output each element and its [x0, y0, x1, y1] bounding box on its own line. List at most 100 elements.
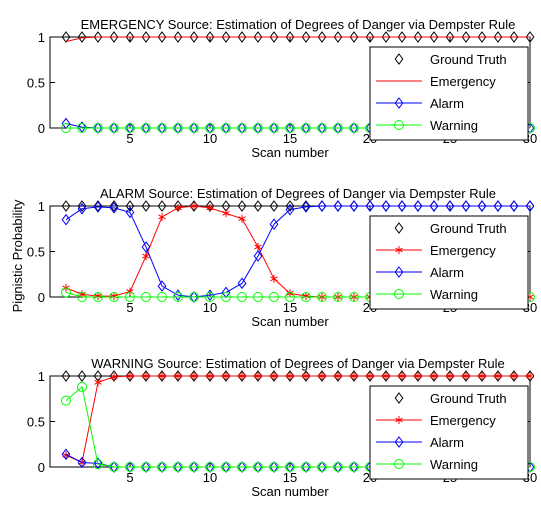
y-tick-label: 1 [38, 199, 45, 214]
x-axis-label: Scan number [251, 484, 329, 499]
legend-item-ground-truth: Ground Truth [394, 52, 507, 67]
data-point-warning [221, 123, 231, 133]
data-point-warning [141, 123, 151, 133]
data-point-ground-truth [301, 31, 311, 43]
data-point-warning [237, 292, 247, 302]
data-point-ground-truth [237, 200, 247, 212]
data-point-ground-truth [109, 200, 119, 212]
data-point-warning [189, 462, 199, 472]
data-point-ground-truth [477, 31, 487, 43]
data-point-ground-truth [109, 370, 119, 382]
data-point-ground-truth [397, 31, 407, 43]
data-point-alarm [461, 200, 471, 212]
data-point-warning [285, 292, 295, 302]
data-point-emergency [126, 372, 134, 380]
x-tick-label: 10 [203, 300, 217, 315]
data-point-emergency [142, 372, 150, 380]
data-point-ground-truth [173, 31, 183, 43]
series-emergency [62, 372, 534, 467]
data-point-warning [189, 123, 199, 133]
legend-item-ground-truth: Ground Truth [394, 221, 507, 236]
y-tick-label: 0.5 [27, 245, 45, 260]
series-line-alarm [65, 205, 530, 298]
data-point-ground-truth [93, 31, 103, 43]
legend-label: Warning [430, 287, 478, 302]
data-point-emergency [94, 378, 102, 387]
data-point-ground-truth [525, 31, 535, 43]
data-point-warning [285, 123, 295, 133]
data-point-warning [237, 123, 247, 133]
data-point-emergency [174, 203, 182, 212]
data-point-alarm [157, 280, 167, 292]
data-point-emergency [494, 372, 502, 380]
data-point-warning [301, 292, 311, 302]
data-point-ground-truth [269, 200, 279, 212]
data-point-alarm [509, 200, 519, 212]
data-point-ground-truth [429, 31, 439, 43]
data-point-alarm [317, 200, 327, 212]
data-point-emergency [286, 289, 294, 298]
x-tick-label: 15 [283, 131, 297, 146]
data-point-warning [157, 292, 167, 302]
data-point-ground-truth [61, 31, 71, 43]
data-point-alarm [285, 203, 295, 216]
data-point-ground-truth [157, 200, 167, 212]
data-point-ground-truth [237, 31, 247, 43]
data-point-emergency [174, 372, 182, 380]
legend-item-emergency: Emergency [376, 243, 496, 258]
data-point-emergency [398, 372, 406, 380]
data-point-emergency [414, 372, 422, 380]
data-point-warning [93, 459, 103, 470]
legend-item-warning: Warning [376, 287, 478, 302]
data-point-ground-truth [413, 31, 423, 43]
data-point-warning [269, 123, 279, 133]
data-point-emergency [382, 372, 390, 380]
x-tick-label: 15 [283, 300, 297, 315]
legend-label: Alarm [430, 435, 464, 450]
data-point-warning [301, 123, 311, 133]
data-point-emergency [526, 372, 534, 380]
x-tick-label: 15 [283, 470, 297, 485]
data-point-alarm [61, 213, 71, 226]
data-point-alarm [269, 218, 279, 231]
data-point-ground-truth [333, 31, 343, 43]
legend-item-alarm: Alarm [376, 435, 464, 450]
data-point-warning [125, 123, 135, 133]
legend-swatch-marker [395, 246, 403, 254]
data-point-emergency [510, 372, 518, 380]
legend-item-warning: Warning [376, 118, 478, 133]
data-point-alarm [61, 448, 71, 461]
data-point-warning [269, 462, 279, 472]
data-point-ground-truth [445, 31, 455, 43]
data-point-warning [221, 292, 231, 302]
y-tick-label: 0 [38, 121, 45, 136]
data-point-warning [349, 123, 359, 133]
data-point-emergency [270, 372, 278, 380]
data-point-ground-truth [317, 31, 327, 43]
data-point-alarm [493, 200, 503, 212]
legend-label: Warning [430, 118, 478, 133]
x-tick-label: 5 [126, 470, 133, 485]
data-point-emergency [142, 252, 150, 261]
legend-swatch-marker [394, 53, 404, 65]
data-point-ground-truth [253, 31, 263, 43]
y-tick-label: 0 [38, 290, 45, 305]
data-point-alarm [445, 200, 455, 212]
data-point-ground-truth [301, 200, 311, 212]
data-point-warning [173, 292, 183, 302]
data-point-alarm [301, 201, 311, 213]
data-point-warning [333, 462, 343, 472]
data-point-emergency [350, 372, 358, 380]
data-point-emergency [302, 372, 310, 380]
data-point-warning [349, 292, 359, 302]
data-point-warning [157, 123, 167, 133]
data-point-emergency [446, 372, 454, 380]
data-point-warning [77, 123, 87, 133]
x-tick-label: 5 [126, 300, 133, 315]
data-point-alarm [125, 206, 135, 219]
legend-item-warning: Warning [376, 457, 478, 472]
legend-swatch-marker [394, 289, 404, 299]
data-point-warning [141, 292, 151, 302]
data-point-alarm [397, 200, 407, 212]
legend-item-alarm: Alarm [376, 265, 464, 280]
